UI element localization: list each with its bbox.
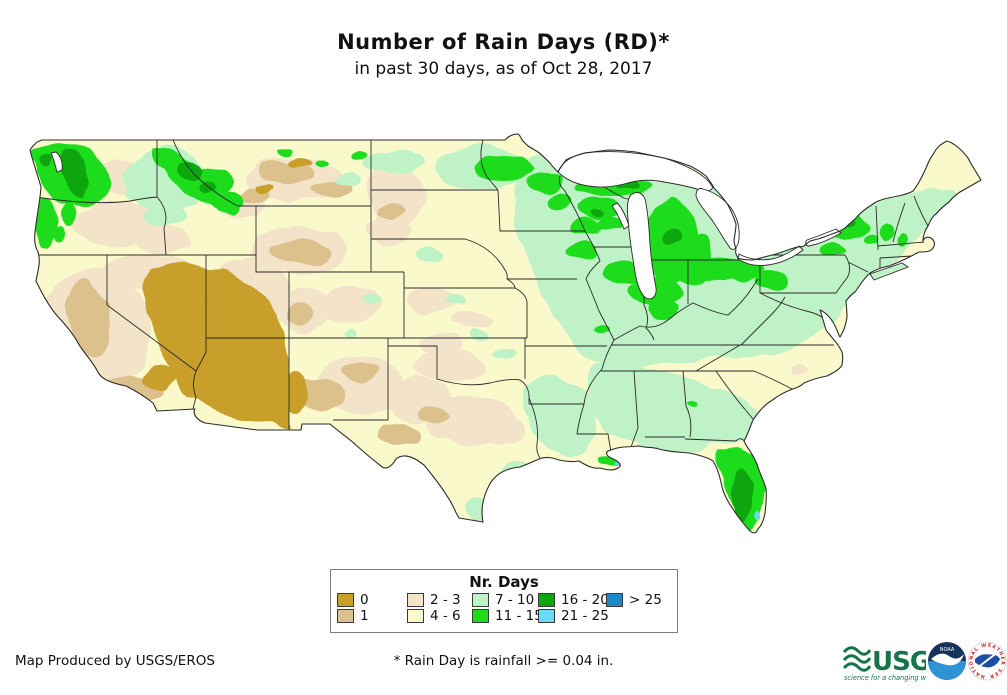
legend-swatch bbox=[407, 609, 424, 623]
noaa-seagull-icon bbox=[931, 653, 964, 666]
legend-label: 2 - 3 bbox=[430, 592, 461, 608]
green-bay bbox=[611, 202, 630, 230]
page-title: Number of Rain Days (RD)* bbox=[337, 30, 670, 55]
nws-front-line-icon bbox=[976, 651, 999, 669]
conus-outline bbox=[29, 133, 982, 534]
legend-item: 1 bbox=[337, 608, 407, 624]
lake-erie bbox=[737, 245, 804, 266]
puget-sound bbox=[50, 151, 63, 173]
region-7-10-days bbox=[125, 146, 958, 520]
lake-huron bbox=[695, 187, 740, 250]
legend-label: > 25 bbox=[629, 592, 662, 608]
legend-swatch bbox=[606, 593, 623, 607]
legend-swatch bbox=[472, 609, 489, 623]
legend-item: 7 - 10 bbox=[472, 592, 538, 608]
legend-swatch bbox=[538, 593, 555, 607]
legend-label: 16 - 20 bbox=[561, 592, 609, 608]
region-0-days bbox=[142, 158, 310, 428]
noaa-label: NOAA bbox=[940, 647, 955, 653]
legend-swatch bbox=[538, 609, 555, 623]
legend-item: 21 - 25 bbox=[538, 608, 609, 624]
usgs-wordmark: USGS bbox=[872, 647, 926, 677]
legend-item: 16 - 20 bbox=[538, 592, 609, 608]
legend-item: 2 - 3 bbox=[407, 592, 472, 608]
legend-swatch bbox=[472, 593, 489, 607]
usgs-wave-icon bbox=[842, 646, 872, 672]
legend-swatch bbox=[407, 593, 424, 607]
rain-day-footnote: * Rain Day is rainfall >= 0.04 in. bbox=[393, 653, 614, 669]
legend-label: 1 bbox=[360, 608, 369, 624]
legend-swatch bbox=[337, 609, 354, 623]
legend-label: 4 - 6 bbox=[430, 608, 461, 624]
conus-land bbox=[30, 134, 981, 533]
legend-label: 21 - 25 bbox=[561, 608, 609, 624]
state-borders bbox=[30, 139, 929, 459]
noaa-logo: NOAA bbox=[928, 642, 966, 680]
legend-column: 7 - 10 11 - 15 bbox=[472, 592, 543, 624]
nws-logo: NATIONAL WEATHER SERVICE bbox=[967, 641, 1007, 681]
page-subtitle: in past 30 days, as of Oct 28, 2017 bbox=[354, 59, 653, 79]
noaa-lower-half bbox=[928, 661, 966, 680]
legend-item: > 25 bbox=[606, 592, 672, 608]
long-island bbox=[869, 262, 909, 281]
legend-item: 0 bbox=[337, 592, 407, 608]
legend-label: 7 - 10 bbox=[495, 592, 535, 608]
legend-item: 11 - 15 bbox=[472, 608, 543, 624]
legend-column: 16 - 20 21 - 25 bbox=[538, 592, 609, 624]
legend-swatch bbox=[337, 593, 354, 607]
legend-label: 0 bbox=[360, 592, 369, 608]
map-credit: Map Produced by USGS/EROS bbox=[15, 653, 215, 669]
legend-title: Nr. Days bbox=[469, 573, 539, 591]
legend-item: 4 - 6 bbox=[407, 608, 472, 624]
legend-label: 11 - 15 bbox=[495, 608, 543, 624]
legend-column: > 25 bbox=[606, 592, 672, 623]
usgs-tagline: science for a changing world bbox=[844, 674, 926, 682]
usgs-logo: USGS science for a changing world bbox=[842, 646, 926, 682]
